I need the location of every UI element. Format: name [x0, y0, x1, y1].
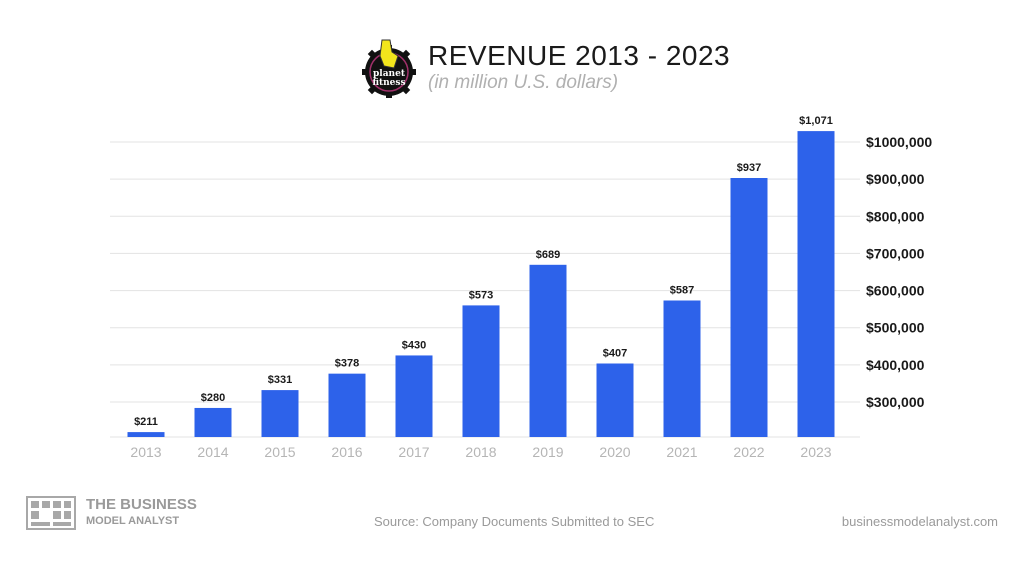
data-label: $1,071: [799, 115, 833, 127]
brand-logo-icon: [26, 496, 76, 530]
y-tick-label: $300,000: [866, 394, 925, 410]
y-tick-label: $700,000: [866, 245, 925, 261]
data-label: $587: [670, 285, 694, 297]
svg-text:planet: planet: [373, 69, 406, 79]
bar-2014: [194, 407, 232, 437]
y-tick-label: $400,000: [866, 357, 925, 373]
x-tick-label: 2014: [197, 444, 228, 460]
x-tick-label: 2018: [465, 444, 496, 460]
bar-2019: [529, 264, 567, 437]
brand-name-line2: MODEL ANALYST: [86, 515, 180, 527]
data-label: $280: [201, 392, 225, 404]
y-tick-label: $500,000: [866, 320, 925, 336]
x-tick-label: 2022: [733, 444, 764, 460]
data-label: $331: [268, 374, 292, 386]
chart-subtitle: (in million U.S. dollars): [428, 72, 619, 93]
bar-2023: [797, 131, 835, 437]
bar-2021: [663, 300, 701, 437]
chart-title: REVENUE 2013 - 2023: [428, 40, 731, 71]
y-tick-label: $900,000: [866, 171, 925, 187]
brand-name-line1: THE BUSINESS: [86, 496, 197, 513]
x-tick-label: 2013: [130, 444, 161, 460]
x-tick-label: 2023: [800, 444, 831, 460]
bar-2022: [730, 178, 768, 437]
x-tick-label: 2016: [331, 444, 362, 460]
y-tick-label: $1000,000: [866, 134, 932, 150]
x-tick-label: 2021: [666, 444, 697, 460]
bar-2018: [462, 305, 500, 437]
y-tick-label: $600,000: [866, 283, 925, 299]
bar-2013: [127, 432, 165, 437]
svg-text:fitness: fitness: [372, 78, 405, 88]
website-link[interactable]: businessmodelanalyst.com: [841, 514, 998, 529]
planet-fitness-logo: planet fitness: [362, 39, 416, 98]
bar-2015: [261, 390, 299, 437]
data-label: $689: [536, 249, 560, 261]
source-note: Source: Company Documents Submitted to S…: [374, 514, 655, 529]
bar-2016: [328, 373, 366, 437]
x-tick-label: 2017: [398, 444, 429, 460]
x-tick-label: 2019: [532, 444, 563, 460]
data-label: $430: [402, 339, 426, 351]
y-tick-label: $800,000: [866, 208, 925, 224]
data-label: $407: [603, 348, 627, 360]
bar-2020: [596, 363, 634, 437]
bar-2017: [395, 355, 433, 437]
x-tick-label: 2015: [264, 444, 295, 460]
data-label: $573: [469, 289, 493, 301]
data-label: $378: [335, 358, 359, 370]
brand-logo: THE BUSINESS MODEL ANALYST: [26, 496, 197, 530]
x-tick-label: 2020: [599, 444, 630, 460]
data-label: $937: [737, 162, 761, 174]
data-label: $211: [134, 416, 158, 428]
